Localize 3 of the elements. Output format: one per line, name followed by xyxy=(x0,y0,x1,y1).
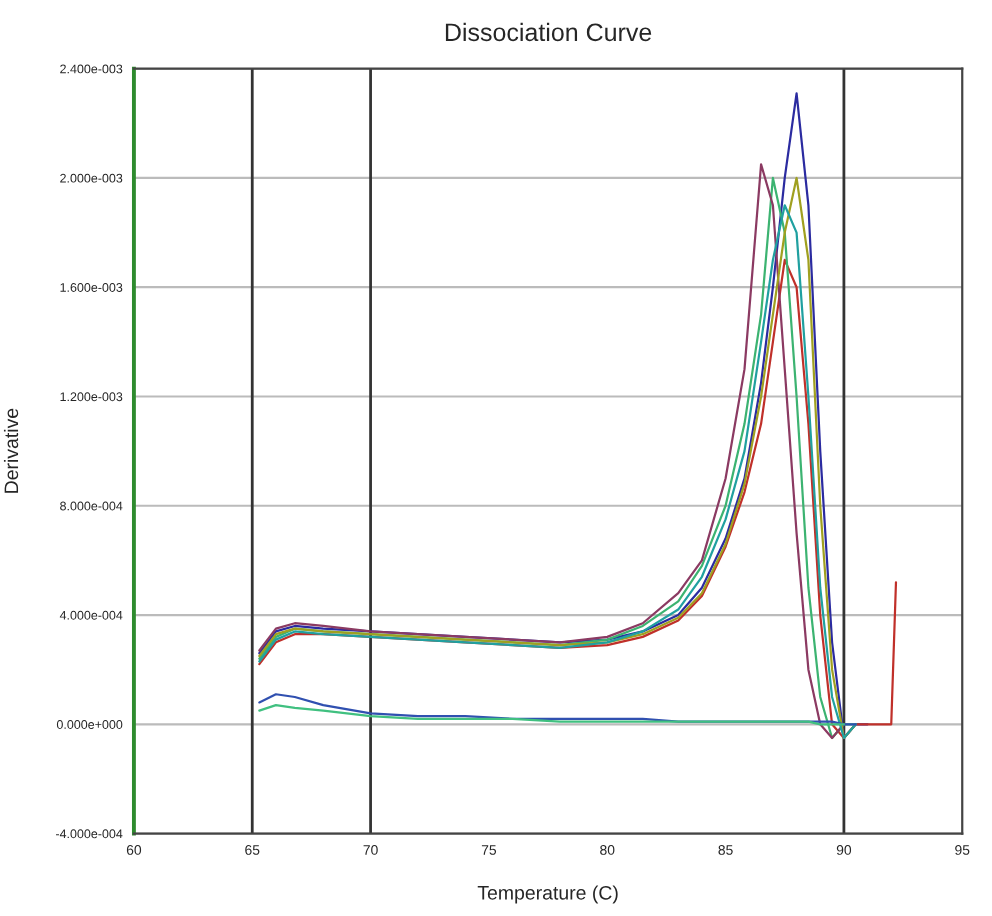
x-axis-title: Temperature (C) xyxy=(477,885,618,904)
y-axis-title: Derivative xyxy=(3,408,19,493)
chart-title: Dissociation Curve xyxy=(445,22,652,42)
